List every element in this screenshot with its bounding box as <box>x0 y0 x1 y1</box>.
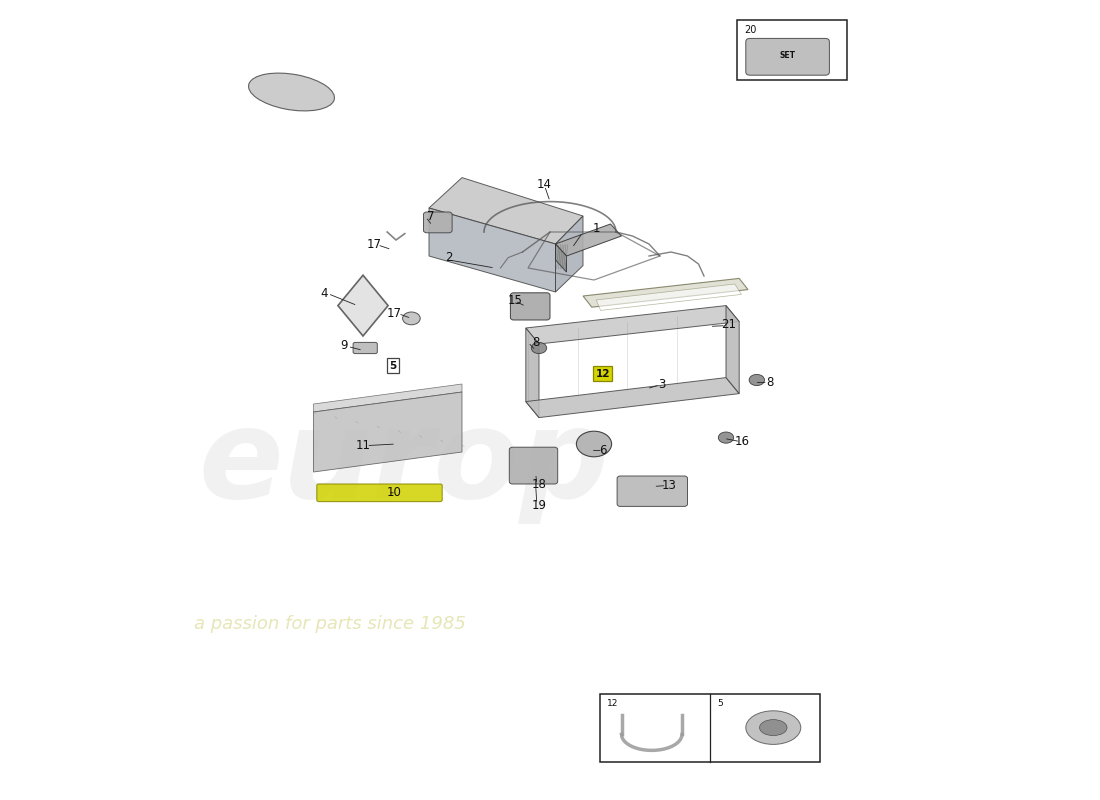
Text: 11: 11 <box>355 439 371 452</box>
Circle shape <box>531 342 547 354</box>
FancyBboxPatch shape <box>737 20 847 80</box>
Polygon shape <box>596 284 741 310</box>
Circle shape <box>576 431 612 457</box>
Text: 8: 8 <box>767 376 773 389</box>
Text: 7: 7 <box>428 210 435 222</box>
Polygon shape <box>429 208 556 292</box>
Ellipse shape <box>746 711 801 744</box>
Text: 21: 21 <box>720 318 736 330</box>
Text: 2: 2 <box>446 251 452 264</box>
Polygon shape <box>526 328 539 418</box>
Text: 14: 14 <box>537 178 552 190</box>
Text: 17: 17 <box>386 307 402 320</box>
Text: 12: 12 <box>595 369 610 378</box>
Text: SET: SET <box>780 51 795 61</box>
Text: 5: 5 <box>389 361 396 370</box>
Polygon shape <box>526 306 739 344</box>
Polygon shape <box>556 224 622 256</box>
FancyBboxPatch shape <box>600 694 820 762</box>
Circle shape <box>749 374 764 386</box>
Ellipse shape <box>760 720 788 736</box>
Polygon shape <box>429 178 583 244</box>
Text: 9: 9 <box>341 339 348 352</box>
Text: 1: 1 <box>593 222 600 234</box>
Circle shape <box>403 312 420 325</box>
Text: 4: 4 <box>321 287 328 300</box>
Text: 17: 17 <box>366 238 382 250</box>
FancyBboxPatch shape <box>510 293 550 320</box>
Text: 6: 6 <box>600 444 606 457</box>
Text: europ: europ <box>198 403 608 525</box>
Text: 12: 12 <box>607 699 618 708</box>
Circle shape <box>718 432 734 443</box>
Text: 19: 19 <box>531 499 547 512</box>
Text: 8: 8 <box>532 336 539 349</box>
FancyBboxPatch shape <box>353 342 377 354</box>
Polygon shape <box>338 275 388 336</box>
Polygon shape <box>526 378 739 418</box>
Polygon shape <box>556 244 566 272</box>
Text: 10: 10 <box>386 486 402 498</box>
FancyBboxPatch shape <box>424 212 452 233</box>
Ellipse shape <box>249 73 334 111</box>
Text: 16: 16 <box>735 435 750 448</box>
FancyBboxPatch shape <box>509 447 558 484</box>
Text: 5: 5 <box>717 699 723 708</box>
Text: 13: 13 <box>661 479 676 492</box>
Polygon shape <box>583 278 748 307</box>
Text: 18: 18 <box>531 478 547 490</box>
FancyBboxPatch shape <box>317 484 442 502</box>
Polygon shape <box>726 306 739 394</box>
FancyBboxPatch shape <box>746 38 829 75</box>
Polygon shape <box>314 384 462 412</box>
Text: 20: 20 <box>745 25 757 35</box>
Text: 3: 3 <box>659 378 666 390</box>
Text: a passion for parts since 1985: a passion for parts since 1985 <box>194 615 466 633</box>
Polygon shape <box>314 392 462 472</box>
Polygon shape <box>556 216 583 292</box>
FancyBboxPatch shape <box>617 476 688 506</box>
Text: 15: 15 <box>507 294 522 306</box>
